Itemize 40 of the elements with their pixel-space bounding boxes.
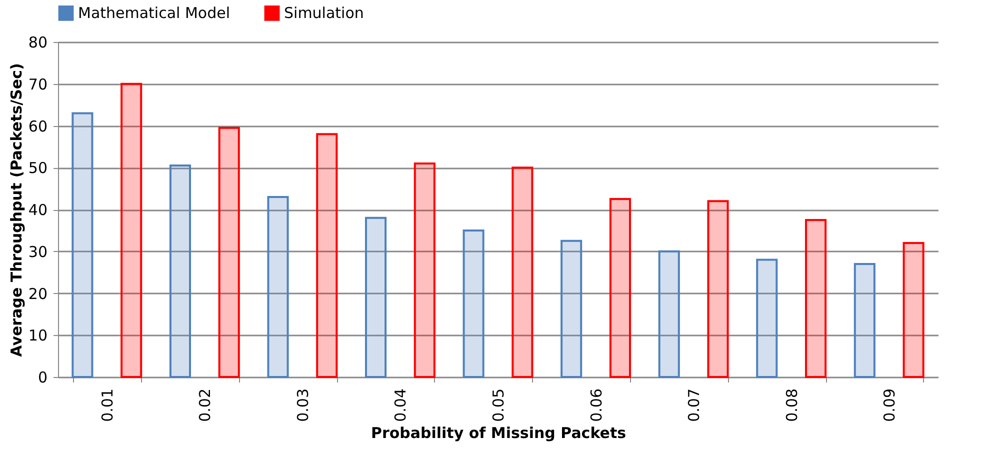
bar bbox=[462, 229, 484, 378]
y-tick-label: 50 bbox=[28, 159, 48, 178]
bar bbox=[120, 82, 142, 378]
x-tick-label: 0.06 bbox=[587, 388, 606, 422]
y-tick-label: 80 bbox=[28, 34, 48, 52]
bar bbox=[218, 126, 240, 378]
bar bbox=[72, 112, 94, 378]
x-tick-label: 0.01 bbox=[98, 388, 116, 422]
bar bbox=[365, 216, 387, 378]
bar bbox=[512, 166, 534, 378]
bar bbox=[560, 240, 582, 378]
bar bbox=[169, 164, 191, 378]
x-tick-label: 0.03 bbox=[294, 388, 312, 422]
bar bbox=[902, 242, 924, 378]
bar bbox=[805, 218, 827, 378]
bar bbox=[414, 162, 436, 378]
y-tick-label: 20 bbox=[28, 284, 48, 303]
y-tick-label: 10 bbox=[28, 326, 48, 345]
x-tick-label: 0.09 bbox=[880, 388, 899, 422]
bar bbox=[854, 262, 876, 378]
y-tick-label: 40 bbox=[28, 201, 48, 219]
x-tick-label: 0.07 bbox=[685, 388, 704, 422]
legend-label: Simulation bbox=[284, 4, 364, 22]
bar bbox=[267, 196, 289, 378]
y-tick-label: 70 bbox=[28, 75, 48, 94]
bar bbox=[658, 250, 680, 378]
bar bbox=[707, 200, 729, 378]
bar bbox=[609, 198, 631, 378]
y-tick-label: 60 bbox=[28, 117, 48, 136]
legend-label: Mathematical Model bbox=[78, 4, 230, 22]
y-tick-label: 30 bbox=[28, 242, 48, 261]
y-tick-label: 0 bbox=[38, 368, 48, 386]
bar bbox=[756, 258, 778, 378]
y-axis-title: Average Throughput (Packets/Sec) bbox=[7, 63, 26, 357]
x-tick-label: 0.05 bbox=[490, 388, 508, 422]
x-axis-title: Probability of Missing Packets bbox=[370, 424, 626, 442]
x-tick-label: 0.08 bbox=[782, 388, 801, 422]
x-tick-label: 0.02 bbox=[196, 388, 214, 422]
bar bbox=[316, 133, 338, 378]
x-tick-label: 0.04 bbox=[392, 388, 410, 422]
